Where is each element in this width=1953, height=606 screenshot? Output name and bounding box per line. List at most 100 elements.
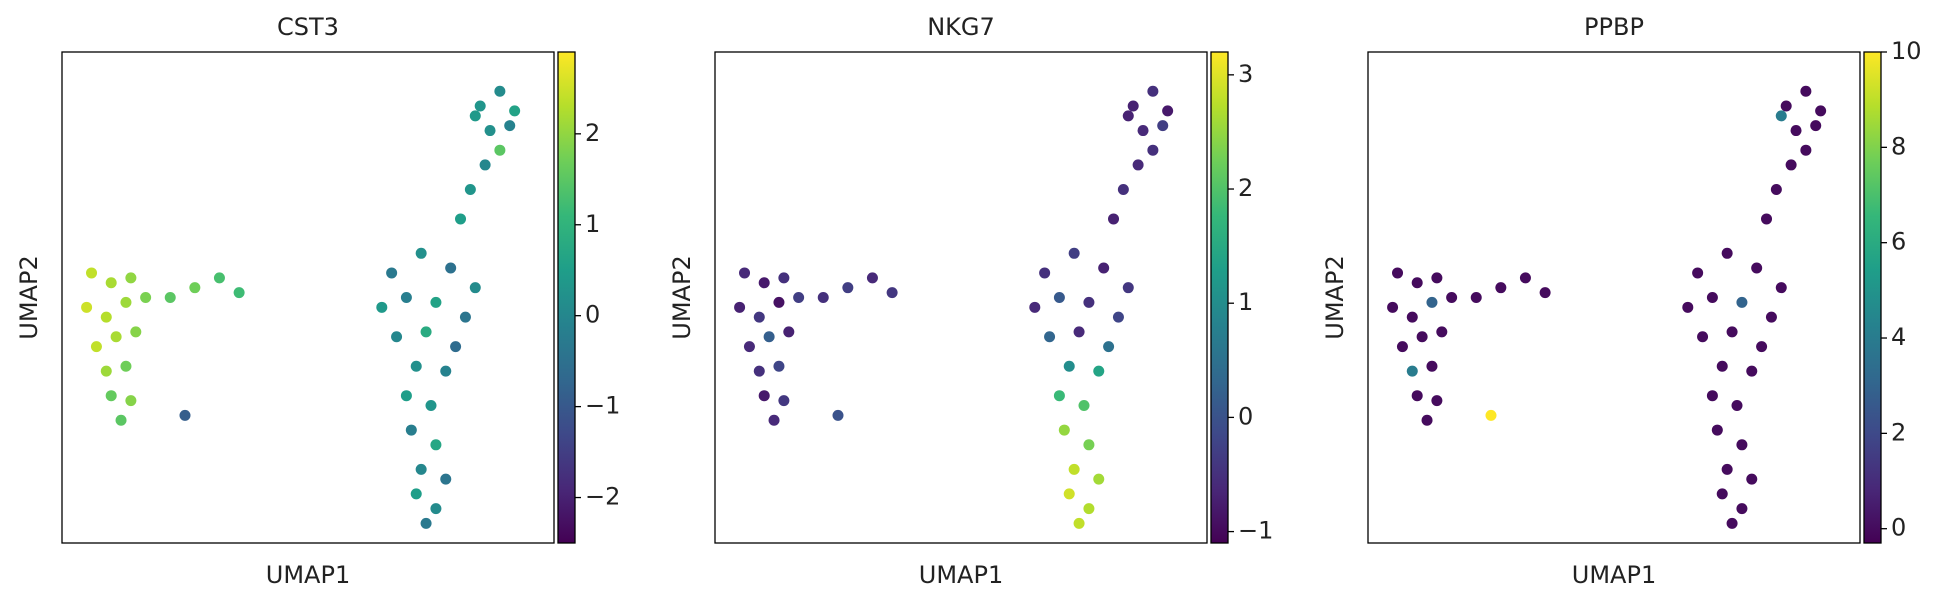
point	[233, 287, 245, 299]
point	[90, 341, 102, 353]
point	[509, 105, 521, 117]
point	[479, 159, 491, 171]
point	[115, 414, 127, 426]
point	[1815, 105, 1827, 117]
point	[189, 282, 201, 294]
point	[1485, 409, 1497, 421]
point	[440, 365, 452, 377]
point	[1731, 400, 1743, 412]
point	[504, 120, 516, 132]
point	[164, 292, 176, 303]
point	[1426, 296, 1438, 308]
point	[1137, 125, 1149, 137]
point	[743, 341, 755, 353]
point	[455, 213, 467, 225]
point	[415, 463, 427, 475]
point	[1416, 331, 1428, 343]
point	[179, 409, 191, 421]
colorbar-tick-label: 2	[585, 119, 600, 147]
point	[391, 331, 403, 343]
point	[1436, 326, 1448, 338]
point	[1411, 390, 1423, 402]
chart-title: PPBP	[1584, 13, 1644, 41]
point	[469, 110, 481, 122]
point	[1736, 296, 1748, 308]
point	[1736, 503, 1748, 515]
point	[464, 183, 476, 195]
point	[1387, 301, 1399, 313]
point	[842, 282, 854, 294]
point	[1122, 110, 1134, 122]
point	[1780, 100, 1792, 112]
point	[1157, 120, 1169, 132]
point	[1721, 247, 1733, 259]
point	[105, 277, 117, 289]
colorbar-tick-label: 2	[1891, 418, 1906, 446]
scatter-points	[1387, 85, 1827, 529]
point	[1108, 213, 1120, 225]
point	[474, 100, 486, 112]
scatter-points	[81, 85, 521, 529]
point	[1421, 414, 1433, 426]
point	[1058, 424, 1070, 436]
point	[1078, 400, 1090, 412]
point	[1093, 365, 1105, 377]
point	[1406, 311, 1418, 323]
point	[494, 85, 506, 97]
point	[450, 341, 462, 353]
point	[1751, 262, 1763, 274]
point	[469, 282, 481, 294]
point	[1446, 292, 1458, 303]
point	[1800, 85, 1812, 97]
point	[1122, 282, 1134, 294]
point	[410, 360, 422, 372]
point	[793, 292, 805, 303]
point	[1411, 277, 1423, 289]
colorbar-tick-label: 8	[1891, 132, 1906, 160]
point	[110, 331, 122, 343]
point	[1112, 311, 1124, 323]
point	[1716, 488, 1728, 500]
x-axis-label: UMAP1	[266, 561, 350, 589]
point	[459, 311, 471, 323]
point	[1721, 463, 1733, 475]
point	[430, 503, 442, 515]
colorbar-tick-label: −1	[585, 392, 620, 420]
point	[1162, 105, 1174, 117]
point	[400, 390, 412, 402]
point	[1068, 247, 1080, 259]
point	[778, 395, 790, 407]
point	[1063, 360, 1075, 372]
point	[1810, 120, 1822, 132]
point	[1711, 424, 1723, 436]
plot-frame	[1367, 51, 1861, 544]
colorbar-tick-label: −1	[1238, 517, 1273, 545]
point	[213, 272, 225, 284]
point	[1029, 301, 1041, 313]
point	[1103, 341, 1115, 353]
point	[1746, 365, 1758, 377]
point	[1093, 473, 1105, 485]
point	[1406, 365, 1418, 377]
point	[484, 125, 496, 137]
chart-title: CST3	[277, 13, 339, 41]
colorbar-tick-label: 4	[1891, 323, 1906, 351]
point	[1117, 183, 1129, 195]
point	[734, 301, 746, 313]
point	[440, 473, 452, 485]
point	[415, 247, 427, 259]
colorbar-tick-label: 0	[1238, 402, 1253, 430]
point	[1800, 144, 1812, 156]
scatter-points	[734, 85, 1174, 529]
point	[400, 292, 412, 303]
point	[425, 400, 437, 412]
point	[410, 488, 422, 500]
point	[832, 409, 844, 421]
point	[1736, 439, 1748, 451]
point	[1392, 267, 1404, 279]
point	[1785, 159, 1797, 171]
colorbar-tick-label: 3	[1238, 60, 1253, 88]
point	[100, 311, 112, 323]
point	[817, 292, 829, 303]
